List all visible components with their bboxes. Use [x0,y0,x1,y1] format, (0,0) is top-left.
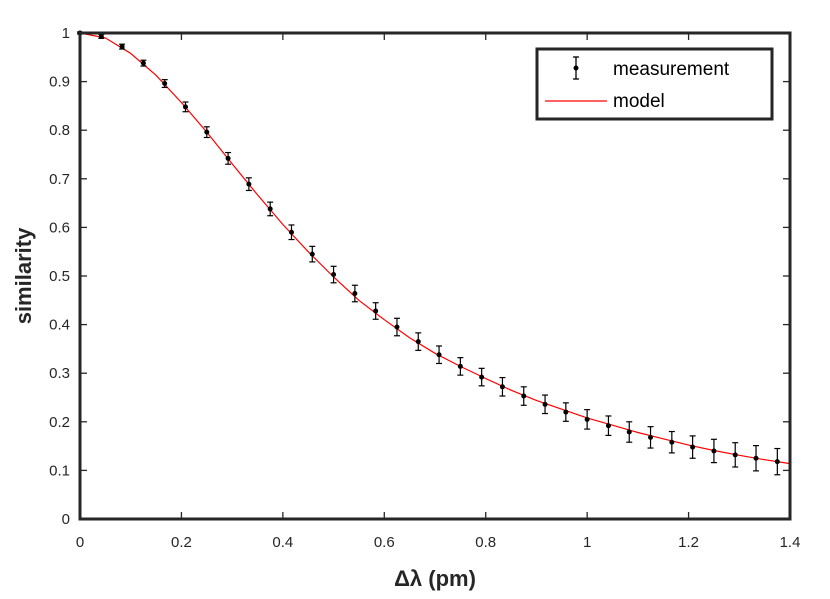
data-marker [669,439,675,445]
data-marker [119,44,125,50]
measurement-point [478,367,485,387]
data-marker [542,401,548,407]
data-marker [162,81,168,87]
data-marker [352,290,358,296]
data-marker [521,393,527,399]
measurement-point [393,317,400,337]
measurement-point [288,224,295,241]
measurement-point [330,265,337,284]
y-tick-label: 0.5 [49,268,70,285]
data-marker [711,448,717,454]
y-tick-label: 1 [62,25,70,42]
measurement-point [182,101,189,113]
measurement-point [626,421,633,443]
data-marker [457,363,463,369]
data-marker [98,33,104,39]
x-tick-label: 0.2 [171,534,192,551]
data-marker [415,339,421,345]
measurement-point [647,426,654,449]
measurement-point [372,302,379,320]
data-marker [690,444,696,450]
measurement-point [245,177,252,192]
measurement-point [732,442,739,468]
data-marker [246,181,252,187]
x-tick-label: 1 [583,534,591,551]
data-marker [436,352,442,358]
measurement-point [542,394,549,415]
y-tick-label: 0.7 [49,171,70,188]
x-tick-label: 1.4 [780,534,801,551]
measurement-point [668,430,675,454]
measurement-point [203,126,210,139]
measurement-point [415,332,422,351]
data-marker [479,374,485,380]
y-axis-label: similarity [11,227,36,324]
data-marker [584,416,590,422]
legend: measurement model [535,47,774,121]
measurement-point [98,33,105,39]
data-marker [648,434,654,440]
plot-frame [78,31,792,521]
y-tick-label: 0.1 [49,462,70,479]
measurement-point [225,151,232,165]
measurement-point [161,79,168,89]
y-tick-label: 0.4 [49,317,70,334]
x-tick-label: 0.8 [475,534,496,551]
measurement-point [753,445,760,472]
measurement-point [309,245,316,263]
measurement-point [774,447,781,476]
data-marker [225,155,231,161]
data-marker [331,272,337,278]
data-marker [499,384,505,390]
measurement-point [119,43,126,50]
measurement-point [499,376,506,397]
legend-measurement-label: measurement [613,59,730,80]
legend-model-label: model [613,91,665,112]
x-tick-label: 0 [76,534,84,551]
x-tick-label: 0.4 [272,534,293,551]
measurement-point [436,345,443,365]
data-marker [605,423,611,429]
data-marker [373,308,379,314]
y-tick-label: 0.8 [49,122,70,139]
measurement-point [520,386,527,406]
y-tick-label: 0 [62,511,70,528]
y-tick-label: 0.9 [49,74,70,91]
legend-measurement-marker [573,56,579,80]
measurement-point [605,415,612,437]
measurement-point [710,438,717,464]
y-tick-label: 0.3 [49,365,70,382]
data-marker [267,206,273,212]
data-marker [204,129,210,135]
x-tick-label: 1.2 [678,534,699,551]
data-marker [626,429,632,435]
data-marker [288,229,294,235]
y-tick-label: 0.2 [49,414,70,431]
measurement-point [562,402,569,422]
measurement-point [457,357,464,376]
measurement-point [584,409,591,430]
measurement-point [267,201,274,217]
data-marker [732,452,738,458]
x-axis-label: Δλ (pm) [394,566,476,591]
measurement-point [351,284,358,303]
x-tick-label: 0.6 [374,534,395,551]
data-marker [394,324,400,330]
data-marker [774,459,780,465]
data-marker [753,455,759,461]
measurement-point [140,59,147,67]
data-marker [563,409,569,415]
data-marker [309,251,315,257]
data-marker [140,60,146,66]
data-marker [182,104,188,110]
y-tick-label: 0.6 [49,219,70,236]
measurement-point [689,435,696,459]
